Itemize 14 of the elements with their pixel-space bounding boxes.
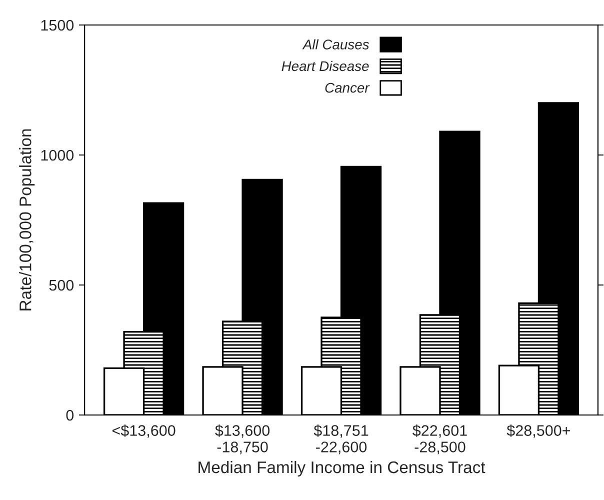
legend-label: Heart Disease <box>282 60 369 72</box>
x-axis-title: Median Family Income in Census Tract <box>198 460 486 477</box>
x-tick-label: $28,500+ <box>506 424 570 438</box>
y-tick-label: 1000 <box>41 150 74 161</box>
legend-label: Cancer <box>325 82 370 93</box>
y-tick-label: 1500 <box>41 20 74 31</box>
legend-label: All Causes <box>302 39 369 50</box>
y-axis-title: Rate/100,000 Population <box>19 129 35 310</box>
x-tick-label: $13,600 -18,750 <box>215 424 270 454</box>
x-tick-label: <$13,600 <box>112 424 176 438</box>
x-tick-label: $18,751 -22,600 <box>314 424 368 454</box>
y-tick-label: 0 <box>66 410 74 421</box>
x-tick-label: $22,601 -28,500 <box>412 424 467 454</box>
y-tick-label: 500 <box>49 280 74 291</box>
